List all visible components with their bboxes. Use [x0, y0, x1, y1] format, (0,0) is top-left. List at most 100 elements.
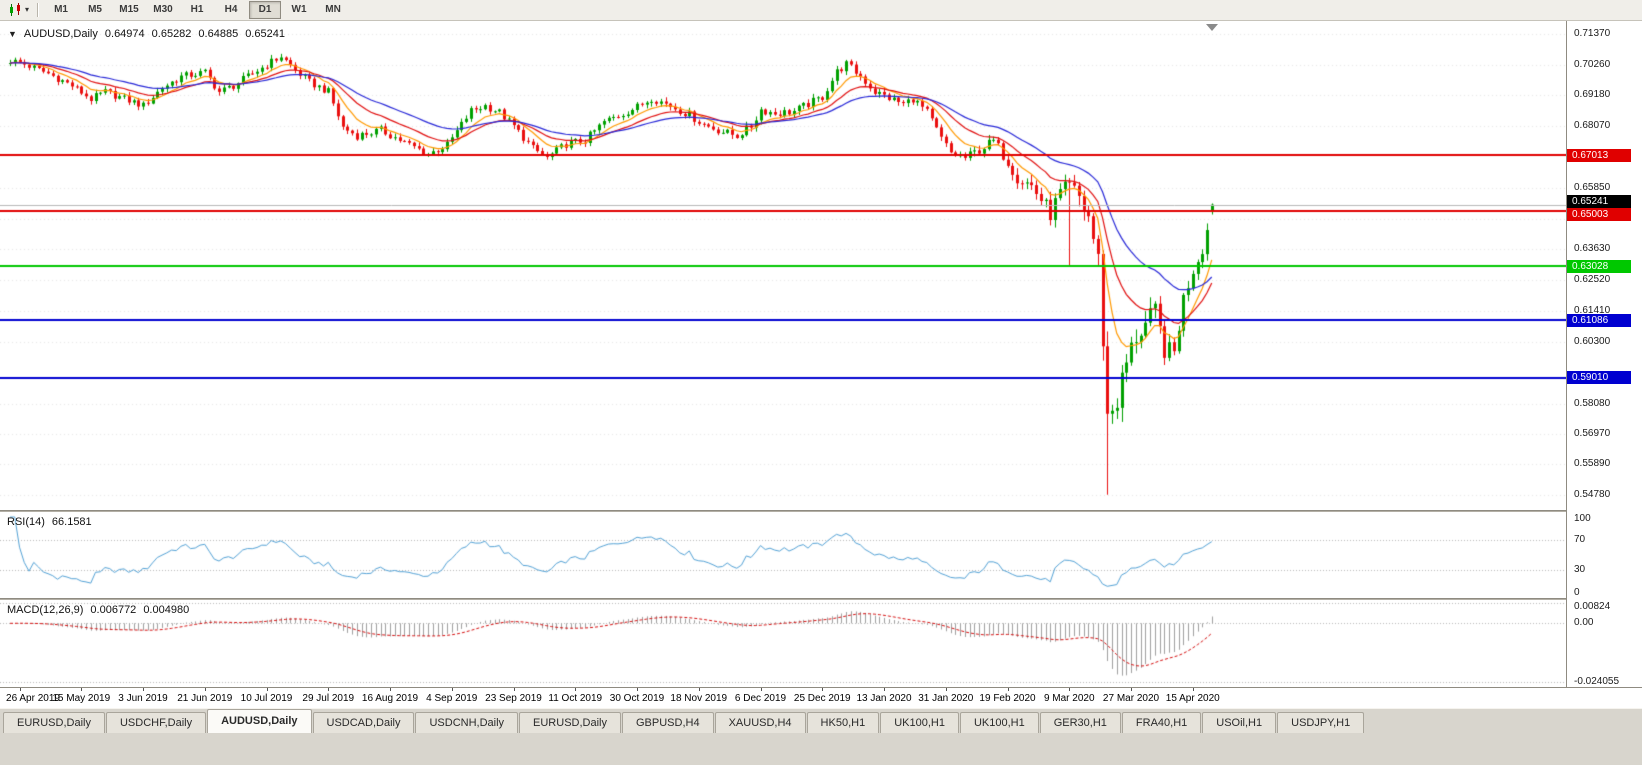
time-axis-label: 6 Dec 2019 — [734, 693, 787, 704]
time-axis-tick — [81, 688, 82, 691]
time-axis[interactable]: 26 Apr 2019 15 May 2019 3 Jun 2019 21 Jun 2… — [0, 687, 1642, 708]
chart-tab-ger30-h1[interactable]: GER30,H1 — [1039, 712, 1121, 733]
price-tick-label: 0.65850 — [1574, 181, 1611, 193]
chart-tab-hk50-h1[interactable]: HK50,H1 — [806, 712, 880, 733]
time-axis-label: 27 Mar 2020 — [1102, 693, 1160, 704]
timeframe-button-mn[interactable]: MN — [325, 4, 341, 15]
rsi-indicator-label: RSI(14) 66.1581 — [7, 516, 92, 528]
toolbar-separator — [37, 3, 40, 17]
time-axis-tick — [205, 688, 206, 691]
time-axis-label: 25 Dec 2019 — [793, 693, 851, 704]
time-axis-tick — [761, 688, 762, 691]
chart-shift-marker-icon[interactable] — [1206, 24, 1218, 31]
timeframe-button-d1[interactable]: D1 — [249, 1, 282, 19]
chart-tab-usdcnh-daily[interactable]: USDCNH,Daily — [415, 712, 519, 733]
price-line-badge[interactable]: 0.65003 — [1567, 208, 1631, 221]
price-tick-label: 0.63630 — [1574, 243, 1611, 255]
candlestick-chart-icon — [10, 3, 20, 16]
time-axis-label: 18 Nov 2019 — [670, 693, 728, 704]
price-tick-label: 0.69180 — [1574, 89, 1611, 101]
chart-tab-fra40-h1[interactable]: FRA40,H1 — [1121, 712, 1202, 733]
rsi-tick-label: 70 — [1574, 533, 1586, 545]
time-axis-label: 23 Sep 2019 — [485, 693, 542, 704]
chart-tab-eurusd-daily[interactable]: EURUSD,Daily — [519, 712, 621, 733]
chart-tab-gbpusd-h4[interactable]: GBPUSD,H4 — [622, 712, 714, 733]
price-tick-label: 0.55890 — [1574, 458, 1611, 470]
price-tick-label: 0.60300 — [1574, 335, 1611, 347]
rsi-tick-label: 100 — [1574, 513, 1591, 524]
rsi-indicator-canvas[interactable] — [0, 512, 1566, 598]
chart-tab-usdjpy-h1[interactable]: USDJPY,H1 — [1277, 712, 1365, 733]
price-axis[interactable]: 0.713700.702600.691800.680700.658500.647… — [1566, 21, 1642, 687]
chart-tab-uk100-h1[interactable]: UK100,H1 — [880, 712, 959, 733]
time-axis-label: 11 Oct 2019 — [548, 693, 603, 704]
time-axis-tick — [1008, 688, 1009, 691]
chart-symbol-label: AUDUSD,Daily — [23, 28, 98, 40]
one-click-trading-toggle-icon[interactable]: ▼ — [8, 29, 17, 39]
time-axis-tick — [575, 688, 576, 691]
time-axis-tick — [452, 688, 453, 691]
time-axis-tick — [514, 688, 515, 691]
time-axis-label: 9 Mar 2020 — [1043, 693, 1095, 704]
price-tick-label: 0.61410 — [1574, 305, 1611, 317]
macd-tick-label: -0.024055 — [1574, 676, 1620, 688]
macd-name: MACD(12,26,9) — [7, 604, 84, 616]
price-line-badge[interactable]: 0.59010 — [1567, 371, 1631, 384]
chart-tab-uk100-h1[interactable]: UK100,H1 — [959, 712, 1039, 733]
timeframe-button-m30[interactable]: M30 — [153, 4, 173, 15]
chart-tab-usoil-h1[interactable]: USOil,H1 — [1202, 712, 1277, 733]
macd-indicator-canvas[interactable] — [0, 600, 1566, 686]
timeframe-button-m5[interactable]: M5 — [88, 4, 102, 15]
macd-tick-label: 0.00 — [1574, 617, 1594, 629]
time-axis-label: 16 Aug 2019 — [361, 693, 419, 704]
price-line-badge[interactable]: 0.63028 — [1567, 260, 1631, 273]
time-axis-label: 21 Jun 2019 — [177, 693, 233, 704]
timeframe-button-m15[interactable]: M15 — [119, 4, 139, 15]
timeframe-button-w1[interactable]: W1 — [291, 4, 307, 15]
chart-tab-xauusd-h4[interactable]: XAUUSD,H4 — [714, 712, 806, 733]
chart-tab-usdchf-daily[interactable]: USDCHF,Daily — [105, 712, 207, 733]
time-axis-label: 15 May 2019 — [52, 693, 111, 704]
current-price-badge: 0.65241 — [1567, 195, 1631, 208]
price-tick-label: 0.62520 — [1574, 274, 1611, 286]
price-line-badge[interactable]: 0.67013 — [1567, 149, 1631, 162]
price-tick-label: 0.54780 — [1574, 489, 1611, 501]
timeframe-button-m1[interactable]: M1 — [54, 4, 68, 15]
rsi-tick-label: 30 — [1574, 564, 1586, 576]
time-axis-tick — [20, 688, 21, 691]
time-axis-tick — [699, 688, 700, 691]
price-line-badge[interactable]: 0.61086 — [1567, 314, 1631, 327]
chart-type-button[interactable]: ▾ — [5, 2, 32, 18]
macd-tick-label: 0.00824 — [1574, 601, 1611, 612]
chart-tab-audusd-daily[interactable]: AUDUSD,Daily — [207, 709, 312, 733]
timeframe-button-h1[interactable]: H1 — [190, 4, 204, 15]
time-axis-tick — [884, 688, 885, 691]
rsi-value: 66.1581 — [51, 516, 92, 528]
ohlc-close-value: 0.65241 — [245, 28, 285, 40]
time-axis-label: 4 Sep 2019 — [426, 693, 478, 704]
panel-splitter[interactable] — [0, 598, 1642, 600]
time-axis-label: 30 Oct 2019 — [609, 693, 665, 704]
price-chart-canvas[interactable] — [0, 21, 1566, 510]
time-axis-tick — [390, 688, 391, 691]
timeframe-button-h4[interactable]: H4 — [224, 4, 238, 15]
ohlc-high-value: 0.65282 — [151, 28, 192, 40]
time-axis-tick — [637, 688, 638, 691]
chart-tab-bar: EURUSD,Daily USDCHF,Daily AUDUSD,Daily USDC… — [0, 708, 1642, 733]
time-axis-tick — [1131, 688, 1132, 691]
panel-splitter[interactable] — [0, 510, 1642, 512]
chart-tab-eurusd-daily[interactable]: EURUSD,Daily — [3, 712, 105, 733]
time-axis-tick — [267, 688, 268, 691]
timeframes-toolbar: ▾ M1 M5 M15 M30 H1 H4 D1 W1 MN — [0, 0, 1642, 21]
ohlc-low-value: 0.64885 — [198, 28, 239, 40]
ohlc-open-value: 0.64974 — [104, 28, 145, 40]
time-axis-tick — [1193, 688, 1194, 691]
rsi-name: RSI(14) — [7, 516, 45, 528]
price-tick-label: 0.56970 — [1574, 428, 1611, 440]
time-axis-label: 13 Jan 2020 — [856, 693, 912, 704]
time-axis-label: 29 Jul 2019 — [302, 693, 355, 704]
chart-tab-usdcad-daily[interactable]: USDCAD,Daily — [312, 712, 415, 733]
time-axis-tick — [822, 688, 823, 691]
time-axis-label: 3 Jun 2019 — [118, 693, 168, 704]
